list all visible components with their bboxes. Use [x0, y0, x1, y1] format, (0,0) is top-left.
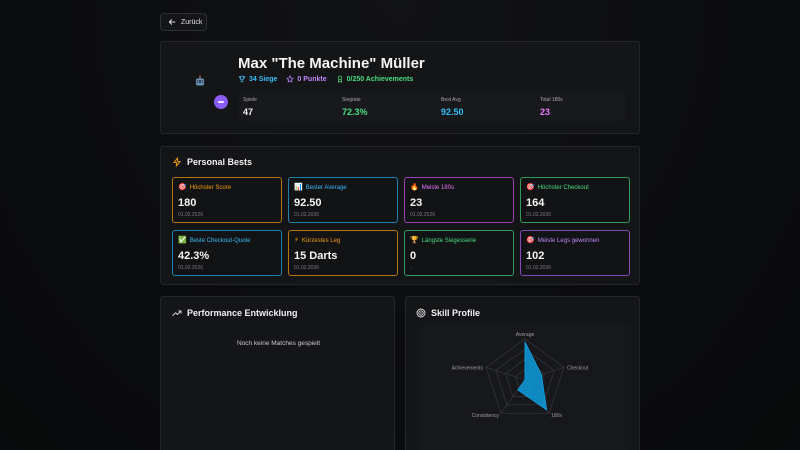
best-average: 📊 Bester Average 92.50 01.02.2026 — [288, 177, 398, 223]
radar-grid-ring — [505, 359, 545, 397]
bar-chart-icon: 📊 — [294, 184, 303, 191]
trophy-icon: 🏆 — [410, 237, 419, 244]
dart-target-icon: 🎯 — [526, 184, 535, 191]
trending-up-icon — [172, 310, 182, 316]
radar-svg: Average Checkout 180s Consistency Achievemen… — [452, 332, 589, 419]
best-most-180s: 🔥 Meiste 180s 23 01.02.2026 — [404, 177, 514, 223]
radar-axis-label: Checkout — [567, 365, 589, 371]
radar-axis-label: Achievements — [452, 365, 484, 371]
best-shortest-leg: ⚡ Kürzestes Leg 15 Darts 01.02.2026 — [288, 230, 398, 276]
stat-total-180s: Total 180s 23 — [540, 97, 563, 117]
best-checkout-rate: ✅ Beste Checkout-Quote 42.3% 01.02.2026 — [172, 230, 282, 276]
radar-grid-ring — [495, 348, 555, 406]
target-icon — [416, 308, 426, 318]
best-highest-score: 🎯 Höchster Score 180 01.02.2026 — [172, 177, 282, 223]
personal-bests-title: Personal Bests — [172, 157, 252, 167]
best-most-legs-won: 🎯 Meiste Legs gewonnen 102 01.02.2026 — [520, 230, 630, 276]
robot-avatar-icon — [196, 75, 204, 86]
skill-profile-card: Skill Profile Average Checkout 180s Consist… — [405, 296, 640, 450]
achievements-count: 0/250 Achievements — [336, 75, 413, 83]
empty-matches-message: Noch keine Matches gespielt — [236, 340, 321, 347]
status-badge — [214, 95, 228, 109]
star-icon — [286, 75, 294, 83]
medal-icon — [337, 75, 342, 83]
skill-profile-title: Skill Profile — [416, 308, 480, 318]
radar-skill-area — [517, 341, 548, 411]
arrow-left-icon — [168, 19, 176, 25]
best-highest-checkout: 🎯 Höchster Checkout 164 01.02.2026 — [520, 177, 630, 223]
radar-axis-label: Average — [516, 332, 535, 338]
lightning-icon: ⚡ — [294, 237, 299, 244]
back-button-label: Zurück — [181, 18, 203, 26]
back-button[interactable]: Zurück — [160, 13, 207, 31]
performance-card: Performance Entwicklung Noch keine Match… — [160, 296, 395, 450]
radar-grid-ring — [485, 338, 565, 414]
trophy-icon — [238, 75, 246, 83]
best-win-streak: 🏆 Längste Siegesserie 0 - — [404, 230, 514, 276]
lightning-icon — [173, 157, 181, 167]
points-count: 0 Punkte — [286, 75, 327, 83]
radar-axis-label: Consistency — [472, 413, 500, 419]
personal-bests-card: Personal Bests 🎯 Höchster Score 180 01.02… — [160, 146, 640, 285]
radar-axis-line — [485, 367, 526, 381]
fire-icon: 🔥 — [410, 184, 419, 191]
performance-title: Performance Entwicklung — [172, 308, 298, 318]
dart-target-icon: 🎯 — [526, 237, 535, 244]
stat-winrate: Siegrate 72.3% — [342, 97, 368, 117]
profile-card: Max "The Machine" Müller 34 Siege 0 Punk… — [160, 41, 640, 134]
stat-games: Spiele 47 — [243, 97, 257, 117]
dart-target-icon: 🎯 — [178, 184, 187, 191]
stat-best-avg: Best Avg 92.50 — [441, 97, 464, 117]
skill-radar-chart: Average Checkout 180s Consistency Achievemen… — [419, 325, 631, 450]
stats-bar: Spiele 47 Siegrate 72.3% Best Avg 92.50 … — [238, 93, 626, 121]
player-name: Max "The Machine" Müller — [238, 55, 425, 72]
player-meta: 34 Siege 0 Punkte 0/250 Achievements — [238, 75, 413, 83]
wins-count: 34 Siege — [238, 75, 277, 83]
radar-axis-label: 180s — [551, 413, 562, 419]
check-icon: ✅ — [178, 237, 187, 244]
